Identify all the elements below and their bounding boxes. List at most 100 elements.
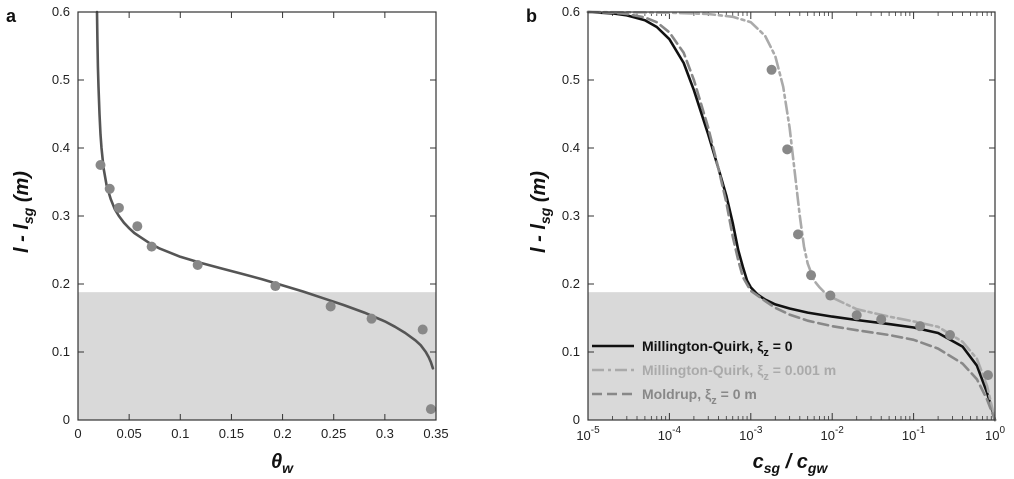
panel-b-xtick-base: 10 (576, 428, 590, 443)
panel-b-data-point (782, 144, 793, 155)
panel-b-ytick-label: 0.6 (562, 4, 580, 19)
panel-b-xtick-base: 10 (902, 428, 916, 443)
panel-a-y-title-sub: sg (20, 207, 36, 224)
panel-b-xtick-exp: -1 (916, 425, 925, 436)
panel-a-ytick-label: 0 (63, 412, 70, 427)
panel-a-ytick-label: 0.6 (52, 4, 70, 19)
panel-b-x-title-mid: / c (780, 451, 808, 473)
panel-a-data-point (95, 160, 106, 170)
panel-a-ytick-label: 0.4 (52, 140, 70, 155)
panel-a-data-point (146, 241, 157, 252)
panel-a-xtick-label: 0.3 (376, 426, 394, 441)
panel-b-y-axis-title: l - lsg (m) (528, 171, 553, 253)
legend-entry-text: Moldrup, ξ (642, 386, 712, 402)
panel-a-data-point (270, 281, 281, 292)
panel-a-x-title-main: θ (271, 451, 282, 473)
panel-b-xtick-label: 10-4 (658, 425, 682, 443)
panel-b-xtick-exp: -3 (754, 425, 763, 436)
panel-b-plot-frame (587, 11, 996, 421)
panel-b-data-point (944, 330, 955, 340)
panel-b-data-point (825, 290, 836, 301)
panel-b-legend: Millington-Quirk, ξz = 0Millington-Quirk… (592, 338, 836, 407)
panel-a-xtick-label: 0.25 (321, 426, 346, 441)
panel-a-shaded-region (78, 292, 436, 420)
panel-a-xtick-label: 0.2 (274, 426, 292, 441)
legend-entry-2: Moldrup, ξz = 0 m (642, 386, 757, 407)
panel-a-letter: a (6, 6, 17, 26)
panel-a: 0 0.1 0.2 0.3 0.4 0.5 0.6 0 0.05 0.1 0.15 0.2 0.25 0.… (6, 4, 449, 476)
panel-a-xtick-label: 0.05 (116, 426, 141, 441)
panel-a-ytick-label: 0.5 (52, 72, 70, 87)
panel-b-x-title-sub1: sg (764, 460, 781, 476)
panel-b-shaded-region (588, 292, 995, 420)
panel-b-xtick-base: 10 (739, 428, 753, 443)
panel-b-data-point (806, 270, 817, 281)
panel-b-x-axis-title: csg / cgw (753, 451, 829, 476)
panel-a-data-point (417, 324, 428, 335)
panel-b-data-point (792, 229, 803, 240)
panel-b-letter: b (526, 6, 537, 26)
panel-a-y-title-main: l - l (11, 224, 33, 253)
legend-entry-0: Millington-Quirk, ξz = 0 (642, 338, 793, 359)
panel-b-ytick-label: 0.1 (562, 344, 580, 359)
panel-a-ytick-label: 0.3 (52, 208, 70, 223)
panel-b-xtick-label: 10-2 (821, 425, 845, 443)
legend-entry-suffix: = 0 (769, 338, 793, 354)
legend-entry-sub: z (763, 347, 769, 359)
panel-a-data-point (132, 221, 143, 232)
panel-a-data-point (425, 404, 436, 415)
panel-b-xtick-label: 100 (985, 425, 1005, 443)
panel-a-data-point (104, 183, 115, 194)
panel-a-x-axis-title: θw (271, 451, 294, 476)
panel-b-ytick-label: 0 (573, 412, 580, 427)
panel-a-xtick-label: 0.15 (219, 426, 244, 441)
panel-a-data-point (192, 259, 203, 270)
panel-b-data-point (851, 310, 862, 321)
panel-a-y-axis-title: l - lsg (m) (11, 171, 36, 253)
panel-b-ytick-label: 0.2 (562, 276, 580, 291)
panel-b-data-point (876, 314, 887, 325)
panel-a-data-point (113, 202, 124, 213)
panel-a-x-title-sub: w (282, 460, 294, 476)
panel-b-series-line-2 (586, 10, 997, 422)
panel-b-y-title-main: l - l (528, 224, 550, 253)
panel-b-y-title-sub: sg (537, 207, 553, 224)
panel-b-xtick-exp: -2 (835, 425, 844, 436)
panel-b-xtick-base: 10 (658, 428, 672, 443)
legend-entry-sub: z (711, 395, 717, 407)
panel-b-xtick-exp: -4 (672, 425, 681, 436)
panel-b-data-point (982, 370, 993, 381)
legend-entry-sub: z (763, 371, 769, 383)
panel-b-xtick-exp: -5 (591, 425, 600, 436)
panel-a-plot-frame (77, 11, 437, 421)
panel-b-ytick-label: 0.5 (562, 72, 580, 87)
panel-b-x-title-sub2: gw (807, 460, 829, 476)
legend-entry-text: Millington-Quirk, ξ (642, 362, 764, 378)
panel-a-data-point (366, 313, 377, 324)
panel-b-xtick-base: 10 (821, 428, 835, 443)
panel-a-xtick-label: 0.35 (423, 426, 448, 441)
panel-b-y-title-post: (m) (528, 171, 550, 208)
legend-entry-suffix: = 0 m (717, 386, 757, 402)
panel-a-xtick-label: 0 (74, 426, 81, 441)
panel-a-ytick-label: 0.2 (52, 276, 70, 291)
panel-a-data-point (325, 301, 336, 312)
legend-entry-text: Millington-Quirk, ξ (642, 338, 764, 354)
panel-b-ytick-label: 0.4 (562, 140, 580, 155)
panel-b-xtick-label: 10-1 (902, 425, 926, 443)
legend-entry-1: Millington-Quirk, ξz = 0.001 m (642, 362, 836, 383)
panel-b-ytick-label: 0.3 (562, 208, 580, 223)
legend-entry-suffix: = 0.001 m (769, 362, 836, 378)
panel-b-xtick-label: 10-3 (739, 425, 763, 443)
panel-b-data-point (915, 321, 926, 332)
panel-b-xtick-label: 10-5 (576, 425, 600, 443)
panel-a-xtick-label: 0.1 (171, 426, 189, 441)
panel-b: 00.10.20.30.40.50.610-5 10-4 10-3 10-2 10-1 1… (526, 4, 1005, 476)
panel-b-x-title-pre: c (753, 451, 764, 473)
panel-b-xtick-base: 10 (985, 428, 999, 443)
panel-b-xtick-exp: 0 (999, 425, 1005, 436)
panel-a-y-title-post: (m) (11, 171, 33, 208)
panel-a-series-line-0 (95, 10, 435, 370)
panel-a-ytick-label: 0.1 (52, 344, 70, 359)
